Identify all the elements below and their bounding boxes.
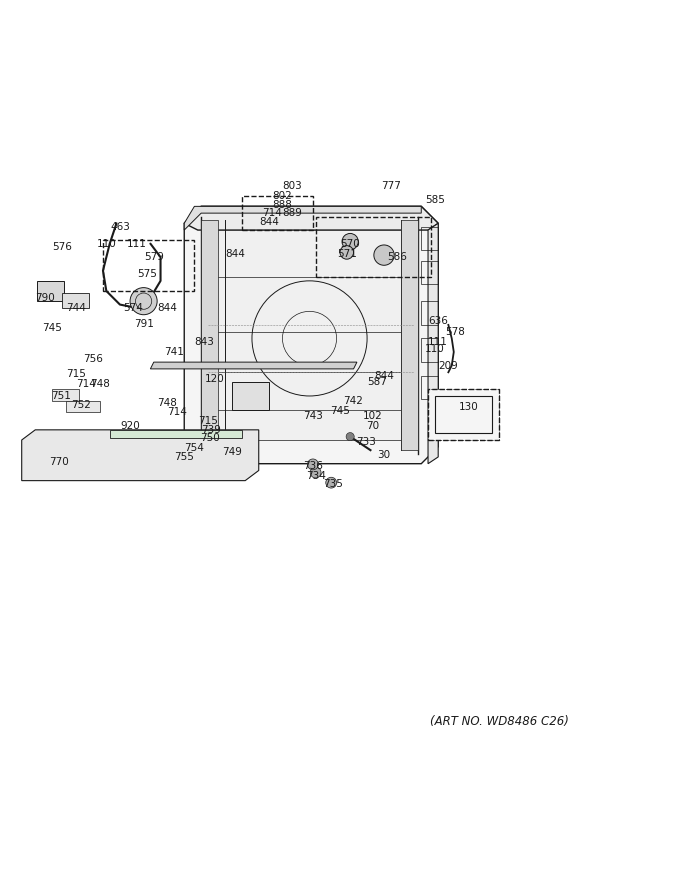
Text: 756: 756	[83, 354, 103, 363]
Text: 748: 748	[90, 378, 109, 389]
Text: (ART NO. WD8486 C26): (ART NO. WD8486 C26)	[430, 715, 568, 728]
Text: 745: 745	[42, 323, 62, 334]
Text: 734: 734	[307, 471, 326, 480]
Text: 790: 790	[35, 293, 55, 303]
Text: 802: 802	[273, 191, 292, 202]
Text: 586: 586	[388, 253, 407, 262]
Polygon shape	[184, 206, 422, 230]
Text: 844: 844	[374, 370, 394, 381]
Text: 715: 715	[198, 416, 218, 426]
Bar	[232, 383, 269, 409]
Text: 579: 579	[144, 253, 164, 262]
Text: 750: 750	[200, 433, 220, 443]
Text: 744: 744	[66, 303, 86, 313]
Polygon shape	[184, 206, 438, 464]
Text: 739: 739	[201, 425, 221, 435]
Polygon shape	[184, 206, 438, 230]
Text: 714: 714	[262, 209, 282, 218]
Text: 736: 736	[303, 461, 323, 471]
Text: 714: 714	[76, 378, 96, 389]
Polygon shape	[428, 224, 438, 464]
Text: 110: 110	[97, 238, 116, 249]
Circle shape	[374, 245, 394, 265]
Text: 209: 209	[439, 361, 458, 370]
Text: 585: 585	[425, 194, 445, 204]
Bar	[422, 301, 438, 325]
Text: 803: 803	[283, 181, 303, 191]
Circle shape	[310, 467, 321, 478]
Bar	[422, 260, 438, 284]
Text: 844: 844	[259, 217, 279, 227]
Text: 587: 587	[367, 378, 387, 387]
Text: 733: 733	[356, 437, 375, 447]
Text: 843: 843	[194, 337, 214, 347]
Text: 888: 888	[273, 200, 292, 210]
Bar	[422, 376, 438, 400]
Polygon shape	[22, 429, 258, 480]
Polygon shape	[201, 220, 218, 451]
Bar	[242, 196, 313, 230]
Text: 574: 574	[124, 303, 143, 313]
Circle shape	[340, 246, 354, 260]
Text: 111: 111	[127, 238, 147, 249]
Bar	[428, 389, 499, 440]
Polygon shape	[150, 362, 357, 369]
Bar	[422, 339, 438, 362]
Text: 570: 570	[340, 238, 360, 249]
Bar	[37, 281, 64, 301]
Text: 578: 578	[445, 326, 465, 337]
Text: 715: 715	[66, 369, 86, 378]
Bar	[435, 396, 492, 433]
Bar	[316, 216, 431, 277]
Circle shape	[326, 477, 337, 488]
Text: 752: 752	[71, 400, 91, 410]
Text: 576: 576	[52, 242, 72, 252]
Circle shape	[130, 288, 157, 315]
Text: 463: 463	[110, 222, 130, 231]
Text: 30: 30	[377, 450, 390, 460]
Text: 770: 770	[49, 457, 69, 466]
Text: 120: 120	[205, 374, 224, 384]
Text: 755: 755	[174, 452, 194, 462]
Text: 111: 111	[428, 337, 448, 347]
Text: 575: 575	[137, 269, 157, 279]
Text: 130: 130	[459, 402, 479, 413]
Bar	[63, 293, 90, 308]
Polygon shape	[109, 429, 242, 438]
Text: 920: 920	[120, 422, 140, 431]
Text: 714: 714	[167, 407, 188, 416]
Text: 791: 791	[134, 319, 154, 328]
Text: 735: 735	[323, 479, 343, 489]
Text: 889: 889	[283, 209, 303, 218]
Text: 743: 743	[303, 411, 323, 422]
Text: 751: 751	[51, 391, 71, 401]
Text: 749: 749	[222, 446, 241, 457]
Text: 70: 70	[366, 422, 379, 431]
Text: 742: 742	[343, 396, 364, 406]
Text: 844: 844	[225, 249, 245, 259]
Polygon shape	[401, 220, 418, 451]
Polygon shape	[205, 230, 418, 440]
Circle shape	[307, 459, 318, 470]
Text: 754: 754	[184, 444, 204, 453]
Circle shape	[342, 233, 358, 250]
Text: 745: 745	[330, 406, 350, 416]
Polygon shape	[66, 400, 99, 412]
Text: 571: 571	[337, 249, 357, 259]
Polygon shape	[52, 389, 80, 400]
Text: 110: 110	[425, 343, 445, 354]
Bar	[422, 227, 438, 251]
Text: 748: 748	[157, 398, 177, 407]
Text: 741: 741	[164, 347, 184, 357]
Text: 102: 102	[362, 411, 382, 422]
Text: 844: 844	[157, 303, 177, 313]
Bar	[428, 389, 499, 440]
Text: 636: 636	[428, 317, 448, 326]
Bar	[103, 240, 194, 291]
Text: 777: 777	[381, 181, 401, 191]
Circle shape	[346, 433, 354, 441]
